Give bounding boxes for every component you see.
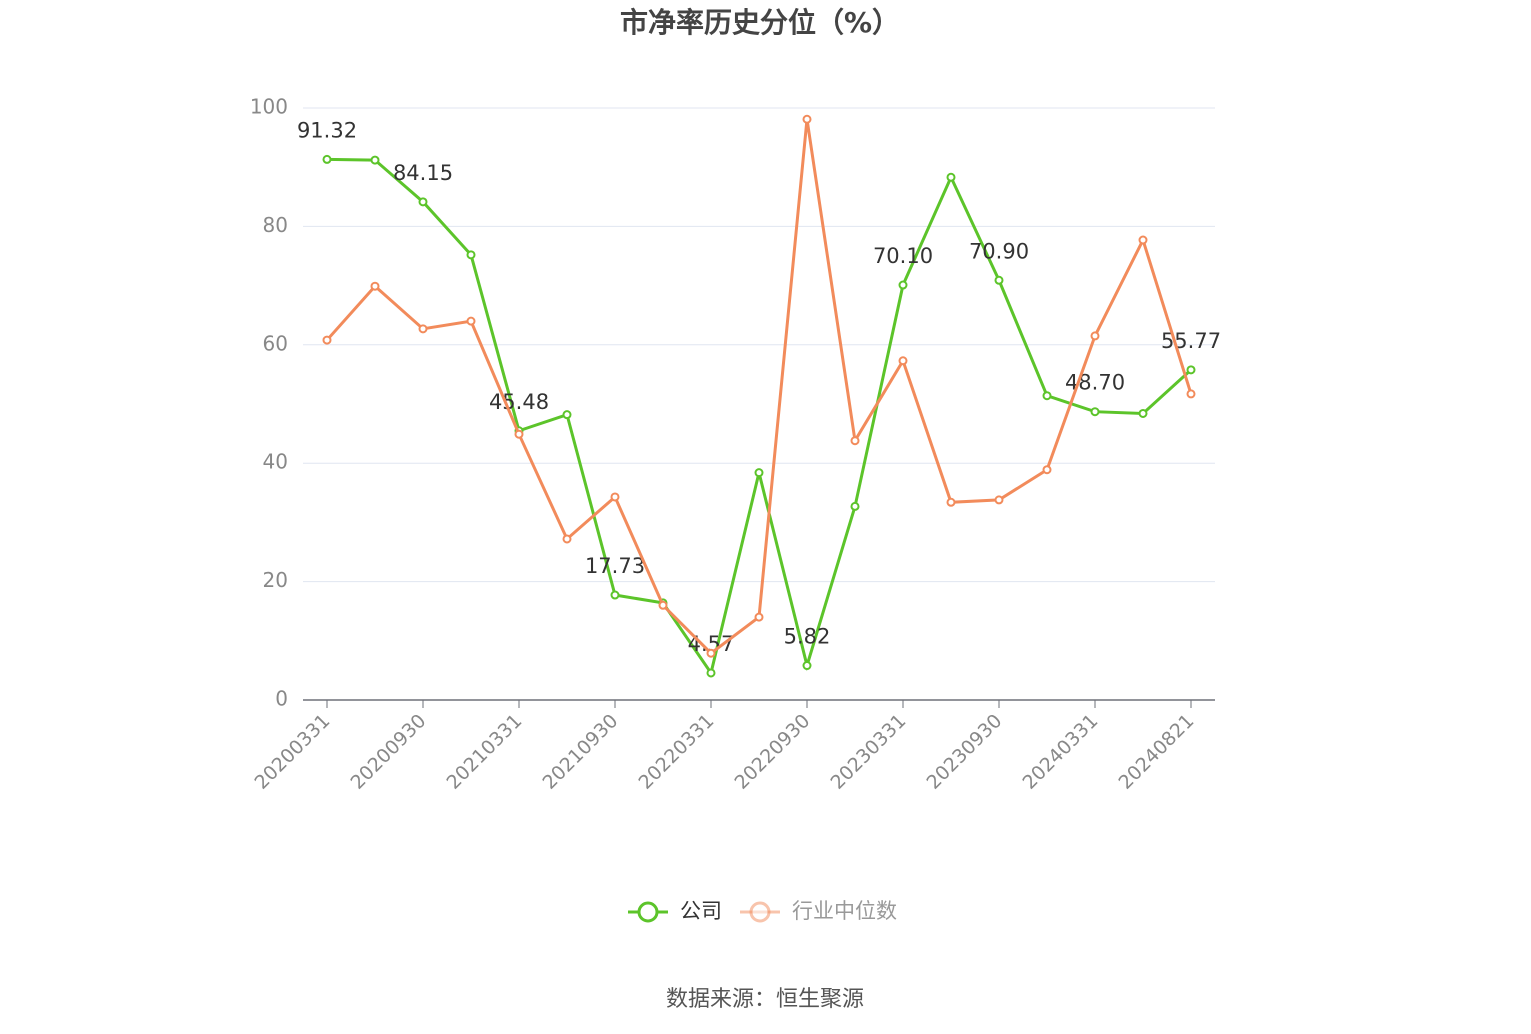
point <box>946 172 956 182</box>
y-tick-label: 40 <box>263 450 288 474</box>
y-tick-label: 20 <box>263 568 288 592</box>
legend-marker <box>637 901 659 923</box>
data-label: 45.48 <box>489 390 549 414</box>
point <box>514 429 524 439</box>
x-tick-label: 20230331 <box>826 710 910 794</box>
point <box>562 410 572 420</box>
point <box>322 154 332 164</box>
x-tick-label: 20240331 <box>1018 710 1102 794</box>
point <box>418 197 428 207</box>
point <box>754 612 764 622</box>
point <box>322 335 332 345</box>
y-tick-label: 0 <box>275 687 288 711</box>
point <box>1138 235 1148 245</box>
data-label: 70.10 <box>873 244 933 268</box>
x-tick-label: 20230930 <box>922 710 1006 794</box>
point <box>418 324 428 334</box>
x-tick-label: 20210930 <box>538 710 622 794</box>
point <box>610 590 620 600</box>
data-label: 84.15 <box>393 161 453 185</box>
point <box>562 534 572 544</box>
x-tick-label: 20200331 <box>250 710 334 794</box>
x-tick-label: 20220331 <box>634 710 718 794</box>
source-note: 数据来源：恒生聚源 <box>666 987 864 1012</box>
y-tick-label: 60 <box>263 331 288 355</box>
point <box>1090 331 1100 341</box>
point <box>898 356 908 366</box>
x-tick-label: 20210331 <box>442 710 526 794</box>
point <box>706 668 716 678</box>
point <box>802 114 812 124</box>
data-label: 5.82 <box>784 625 831 649</box>
point <box>466 316 476 326</box>
x-tick-label: 20220930 <box>730 710 814 794</box>
point <box>706 648 716 658</box>
point <box>1186 389 1196 399</box>
point <box>754 468 764 478</box>
point <box>850 501 860 511</box>
point <box>1138 408 1148 418</box>
y-tick-label: 80 <box>263 213 288 237</box>
point <box>994 275 1004 285</box>
point <box>802 661 812 671</box>
point <box>610 492 620 502</box>
point <box>898 280 908 290</box>
data-label: 91.32 <box>297 118 357 142</box>
point <box>466 250 476 260</box>
point <box>370 281 380 291</box>
point <box>994 495 1004 505</box>
point <box>658 600 668 610</box>
x-tick-label: 20240821 <box>1114 710 1198 794</box>
point <box>1186 365 1196 375</box>
series-line <box>326 157 1193 677</box>
point <box>370 155 380 165</box>
point <box>946 497 956 507</box>
data-label: 17.73 <box>585 554 645 578</box>
point <box>1042 391 1052 401</box>
data-label: 70.90 <box>969 239 1029 263</box>
legend-label: 公司 <box>680 899 722 923</box>
point <box>1042 465 1052 475</box>
point <box>1090 407 1100 417</box>
legend-marker <box>749 901 771 923</box>
legend-label: 行业中位数 <box>792 899 897 923</box>
y-tick-label: 100 <box>250 95 288 119</box>
point <box>850 436 860 446</box>
chart-title: 市净率历史分位（%） <box>620 6 900 39</box>
data-label: 55.77 <box>1161 329 1221 353</box>
series-line <box>325 119 1193 656</box>
x-tick-label: 20200930 <box>346 710 430 794</box>
